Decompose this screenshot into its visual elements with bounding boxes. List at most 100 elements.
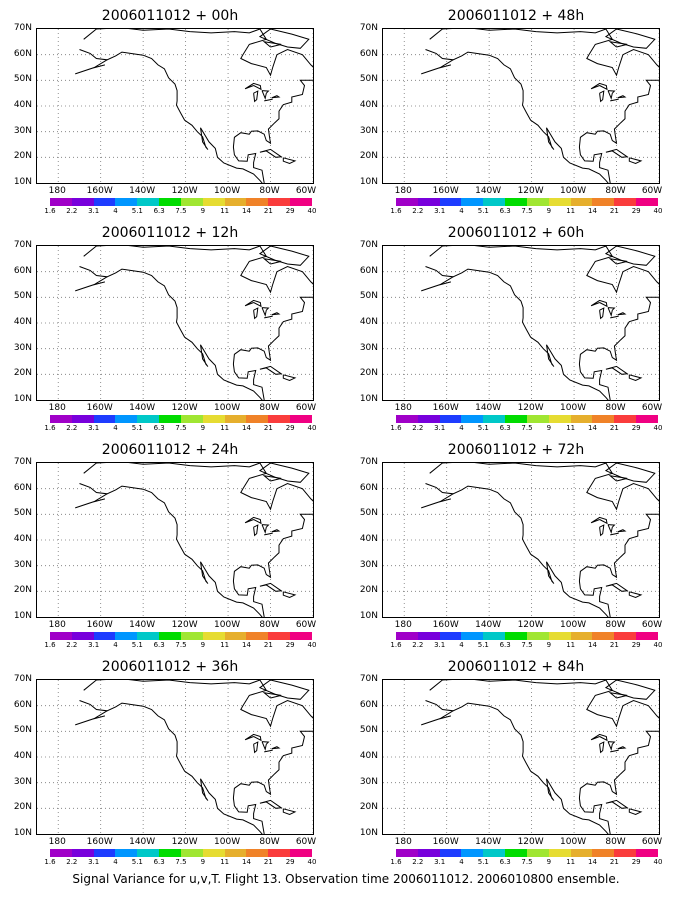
coastline [590, 516, 608, 525]
colorbar-swatch [417, 198, 440, 206]
y-tick-label: 50N [359, 725, 378, 736]
colorbar-label: 21 [609, 424, 619, 432]
colorbar-label: 40 [307, 641, 317, 649]
coastline [258, 246, 310, 266]
colorbar-swatch [137, 849, 160, 857]
colorbar-label: 5.1 [477, 641, 489, 649]
panel-title: 2006011012 + 00h [101, 8, 239, 24]
colorbar-label: 4 [459, 424, 464, 432]
colorbar-swatch [396, 849, 418, 857]
colorbar-swatch [71, 849, 94, 857]
colorbar-label: 21 [263, 424, 273, 432]
coastline [271, 95, 281, 99]
x-tick-label: 100W [560, 403, 587, 413]
colorbar [50, 632, 312, 640]
coastline [262, 258, 282, 265]
y-tick-label: 10N [13, 611, 32, 621]
map-plot-area [36, 28, 314, 184]
colorbar-swatch [636, 849, 658, 857]
coastline [617, 746, 627, 750]
colorbar-label: 9 [200, 858, 206, 866]
coastline [605, 799, 629, 809]
colorbar-label: 9 [546, 641, 552, 649]
x-tick-label: 60W [641, 186, 663, 196]
colorbar-swatch [246, 415, 269, 423]
y-tick-label: 50N [13, 74, 32, 85]
colorbar-label: 21 [609, 207, 619, 215]
coastline [608, 475, 628, 482]
coastline [429, 680, 659, 834]
y-tick-label: 20N [13, 585, 32, 596]
coastline [628, 591, 643, 599]
colorbar-label: 9 [546, 858, 552, 866]
map-plot-area [36, 245, 314, 401]
colorbar-label: 5.1 [131, 207, 143, 215]
y-tick-label: 30N [359, 776, 378, 787]
colorbar-label: 3.1 [88, 207, 100, 215]
colorbar-swatch [505, 849, 527, 857]
y-tick-label: 60N [13, 699, 32, 710]
coastline [282, 591, 297, 599]
y-tick-label: 60N [359, 265, 378, 276]
x-tick-label: 60W [295, 620, 317, 630]
colorbar-label: 29 [631, 641, 641, 649]
coastline [264, 532, 273, 536]
x-tick-label: 180 [48, 837, 66, 847]
x-tick-label: 180 [48, 186, 66, 196]
colorbar-swatch [246, 198, 269, 206]
colorbar-label: 7.5 [521, 858, 533, 866]
y-tick-label: 40N [13, 751, 32, 761]
panel-title: 2006011012 + 84h [447, 659, 585, 675]
y-tick-label: 40N [13, 534, 32, 544]
coastline [258, 680, 310, 700]
colorbar-swatch [137, 198, 160, 206]
coastline [75, 59, 108, 75]
x-tick-label: 100W [214, 620, 241, 630]
coastline [261, 741, 270, 751]
y-tick-label: 30N [359, 559, 378, 570]
coastline [599, 741, 605, 754]
coastline [271, 746, 281, 750]
colorbar-swatch [483, 632, 506, 640]
colorbar-swatch [614, 632, 637, 640]
coastline [590, 733, 608, 742]
colorbar-label: 6.3 [499, 424, 511, 432]
y-tick-label: 30N [13, 125, 32, 136]
colorbar-swatch [159, 198, 181, 206]
coastline [259, 148, 283, 158]
y-tick-label: 70N [359, 674, 378, 684]
coastline [79, 49, 263, 183]
y-tick-label: 30N [359, 342, 378, 353]
x-tick-label: 180 [394, 620, 412, 630]
map-plot-area [382, 462, 660, 618]
y-tick-label: 40N [13, 100, 32, 110]
y-tick-label: 30N [359, 125, 378, 136]
y-tick-label: 20N [13, 151, 32, 162]
coastline [421, 276, 454, 292]
coastline [599, 90, 605, 103]
x-tick-label: 140W [129, 620, 156, 630]
map-panel-36h: 2006011012 + 36h 70N 60N 50N 40N 30N 20N 10N 18… [0, 659, 340, 869]
coastline [425, 266, 609, 400]
y-tick-label: 10N [359, 177, 378, 187]
colorbar-label: 9 [546, 424, 552, 432]
y-tick-label: 20N [359, 802, 378, 813]
coastline [79, 700, 263, 834]
x-tick-label: 160W [432, 620, 459, 630]
colorbar-swatch [180, 632, 203, 640]
colorbar-swatch [636, 415, 658, 423]
colorbar-label: 5.1 [477, 424, 489, 432]
x-tick-label: 120W [517, 403, 544, 413]
colorbar-label: 40 [307, 424, 317, 432]
coastline [605, 582, 629, 592]
colorbar-swatch [246, 632, 269, 640]
y-tick-label: 50N [13, 291, 32, 302]
x-tick-label: 160W [432, 837, 459, 847]
map-svg [383, 29, 659, 183]
coastline [607, 90, 616, 100]
colorbar [50, 198, 312, 206]
y-tick-label: 20N [13, 802, 32, 813]
x-tick-label: 100W [560, 186, 587, 196]
colorbar-swatch [439, 632, 462, 640]
colorbar-label: 21 [263, 858, 273, 866]
